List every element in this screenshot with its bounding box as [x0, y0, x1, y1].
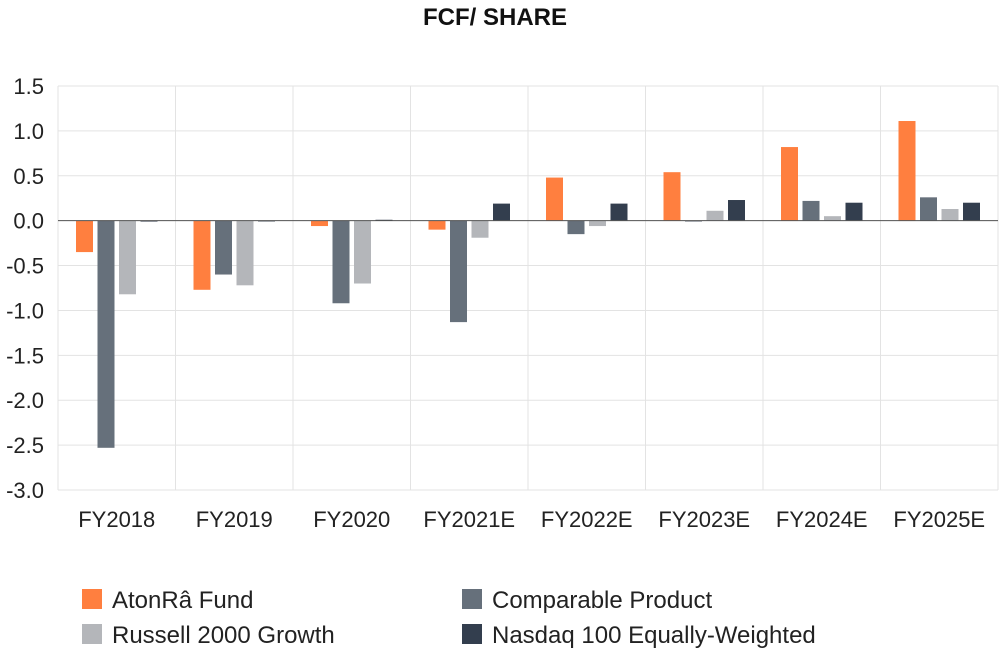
bar	[663, 172, 681, 221]
bar	[493, 203, 510, 221]
x-tick-label: FY2019	[196, 507, 273, 532]
bar	[236, 220, 254, 286]
x-tick-label: FY2021E	[423, 507, 515, 532]
bar	[898, 121, 916, 221]
y-tick-label: -2.5	[6, 433, 44, 458]
x-tick-label: FY2024E	[776, 507, 868, 532]
bar	[802, 200, 820, 221]
bar	[920, 197, 937, 221]
bar	[311, 220, 328, 227]
y-tick-label: -2.0	[6, 388, 44, 413]
bar	[428, 220, 446, 230]
bar	[824, 216, 841, 221]
bar	[76, 220, 93, 253]
bar	[332, 220, 350, 304]
bar	[215, 220, 232, 275]
bar	[546, 177, 563, 221]
x-tick-label: FY2018	[78, 507, 155, 532]
x-tick-label: FY2020	[313, 507, 390, 532]
legend-label: Nasdaq 100 Equally-Weighted	[492, 622, 816, 649]
legend-label: Russell 2000 Growth	[112, 622, 335, 649]
bar	[781, 147, 798, 221]
legend-label: Comparable Product	[492, 587, 712, 614]
grid	[57, 85, 999, 491]
x-tick-label: FY2022E	[541, 507, 633, 532]
legend-swatch	[82, 589, 102, 609]
y-tick-label: -1.5	[6, 343, 44, 368]
y-tick-label: 1.0	[13, 119, 44, 144]
bar	[610, 203, 628, 221]
y-tick-label: -0.5	[6, 254, 44, 279]
y-tick-label: 0.0	[13, 209, 44, 234]
bar	[193, 220, 211, 290]
bar	[450, 220, 467, 323]
legend-swatch	[462, 624, 482, 644]
axes: 1.5 1.0 0.5 0.0 -0.5 -1.0 -1.5 -2.0 -2.5 -3.0 FY20…	[6, 74, 998, 532]
bars	[76, 121, 980, 448]
bar	[706, 210, 724, 221]
bar	[471, 220, 489, 238]
bar	[119, 220, 136, 295]
bar	[354, 220, 371, 284]
bar	[941, 208, 959, 221]
y-tick-label: -3.0	[6, 478, 44, 503]
y-tick-label: 1.5	[13, 74, 44, 99]
chart-title: FCF/ SHARE	[423, 4, 567, 31]
bar	[963, 202, 980, 221]
bar	[97, 220, 115, 448]
legend-swatch	[82, 624, 102, 644]
bar	[845, 202, 863, 221]
y-tick-label: -1.0	[6, 298, 44, 323]
bar	[567, 220, 585, 235]
legend-label: AtonRâ Fund	[112, 587, 253, 614]
legend-swatch	[462, 589, 482, 609]
x-tick-label: FY2025E	[893, 507, 985, 532]
x-tick-label: FY2023E	[658, 507, 750, 532]
legend: AtonRâ Fund Comparable Product Russell 200…	[82, 587, 816, 649]
bar	[728, 200, 745, 221]
y-tick-label: 0.5	[13, 164, 44, 189]
bar	[589, 220, 606, 227]
